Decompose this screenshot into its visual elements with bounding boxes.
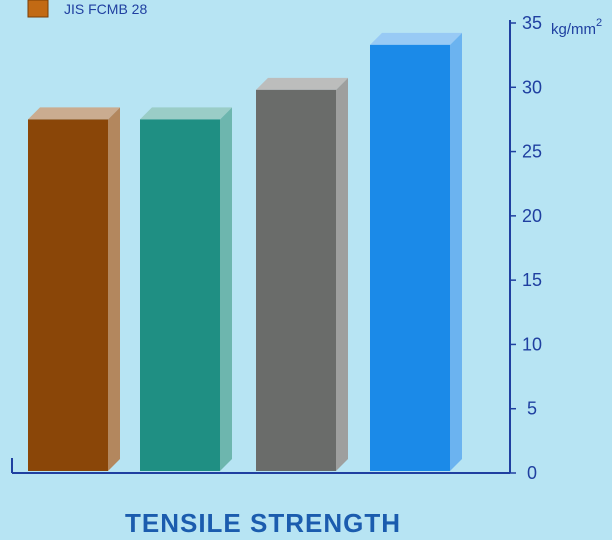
bar-side — [450, 32, 462, 471]
bar-front — [140, 119, 220, 471]
bar-front — [28, 119, 108, 471]
bar-side — [220, 107, 232, 471]
bar-front — [256, 89, 336, 471]
bar-top — [28, 107, 120, 120]
y-axis-unit: kg/mm2 — [551, 17, 602, 38]
bar-1 — [28, 107, 120, 471]
y-tick-label: 5 — [527, 399, 537, 419]
bars — [28, 32, 462, 471]
y-axis-ticks: 0 5 10 15 20 25 30 35 — [510, 13, 542, 483]
y-tick-label: 15 — [522, 270, 542, 290]
bar-3 — [256, 77, 348, 471]
bar-top — [256, 77, 348, 90]
y-tick-label: 10 — [522, 334, 542, 354]
legend: JIS FCMB 28 — [27, 0, 147, 18]
y-tick-label: 20 — [522, 206, 542, 226]
bar-top — [370, 32, 462, 45]
chart-title: TENSILE STRENGTH — [125, 508, 401, 538]
bar-2 — [140, 107, 232, 471]
bar-top — [140, 107, 232, 120]
bar-4 — [370, 32, 462, 471]
bar-side — [108, 107, 120, 471]
bar-side — [336, 77, 348, 471]
y-tick-label: 30 — [522, 77, 542, 97]
y-tick-label: 0 — [527, 463, 537, 483]
legend-swatch — [27, 0, 49, 18]
y-tick-label: 25 — [522, 142, 542, 162]
bar-front — [370, 44, 450, 471]
y-tick-label: 35 — [522, 13, 542, 33]
legend-label: JIS FCMB 28 — [64, 1, 147, 17]
